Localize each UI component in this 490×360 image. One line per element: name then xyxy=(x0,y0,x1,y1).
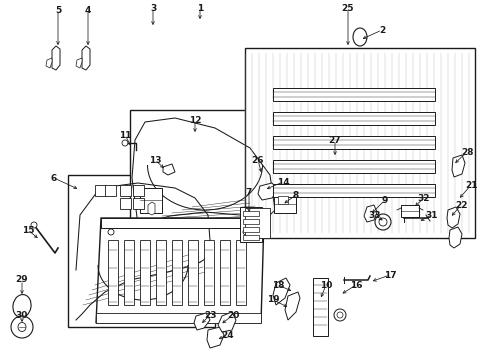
Bar xyxy=(240,207,262,242)
Bar xyxy=(313,278,328,336)
Bar xyxy=(130,110,340,230)
Polygon shape xyxy=(52,46,60,70)
Circle shape xyxy=(243,229,249,235)
Polygon shape xyxy=(452,155,465,177)
Text: 22: 22 xyxy=(455,201,467,210)
Bar xyxy=(120,198,131,209)
Circle shape xyxy=(379,218,387,226)
Text: 8: 8 xyxy=(293,190,299,199)
Bar xyxy=(273,112,435,125)
Polygon shape xyxy=(449,227,462,248)
Text: 6: 6 xyxy=(51,174,57,183)
Bar xyxy=(188,240,198,305)
Polygon shape xyxy=(76,58,82,68)
Bar xyxy=(172,240,182,305)
Circle shape xyxy=(375,214,391,230)
Text: 24: 24 xyxy=(221,330,234,339)
Text: 10: 10 xyxy=(320,280,332,289)
Text: 2: 2 xyxy=(379,26,385,35)
Polygon shape xyxy=(46,58,52,68)
Text: 19: 19 xyxy=(267,296,279,305)
Polygon shape xyxy=(285,292,300,320)
Bar xyxy=(95,185,106,196)
Bar xyxy=(243,235,259,240)
Text: 1: 1 xyxy=(197,4,203,13)
Circle shape xyxy=(337,312,343,318)
Text: 25: 25 xyxy=(342,4,354,13)
Bar xyxy=(243,219,259,224)
Circle shape xyxy=(11,316,33,338)
Text: 26: 26 xyxy=(252,156,264,165)
Bar xyxy=(273,160,435,173)
Bar xyxy=(124,240,134,305)
Bar xyxy=(245,208,270,238)
Text: 23: 23 xyxy=(204,310,216,320)
Polygon shape xyxy=(82,46,90,70)
Text: 17: 17 xyxy=(384,270,396,279)
Text: 12: 12 xyxy=(189,116,201,125)
Text: 5: 5 xyxy=(55,5,61,14)
Bar xyxy=(140,188,162,213)
Text: 33: 33 xyxy=(369,211,381,220)
Circle shape xyxy=(31,222,37,228)
Text: 28: 28 xyxy=(461,148,473,157)
Text: 14: 14 xyxy=(277,177,289,186)
Polygon shape xyxy=(194,313,210,330)
Ellipse shape xyxy=(13,294,31,318)
Text: 31: 31 xyxy=(426,211,438,220)
Bar xyxy=(108,240,118,305)
Text: 9: 9 xyxy=(382,195,388,204)
Text: 27: 27 xyxy=(329,135,342,144)
Bar xyxy=(245,48,475,238)
Bar xyxy=(273,184,435,197)
Text: 15: 15 xyxy=(22,225,34,234)
Polygon shape xyxy=(273,278,290,305)
Bar xyxy=(133,185,144,196)
Bar xyxy=(140,240,150,305)
Polygon shape xyxy=(96,218,264,323)
Text: 20: 20 xyxy=(227,310,239,320)
Polygon shape xyxy=(163,164,175,175)
Bar xyxy=(105,185,116,196)
Bar xyxy=(278,196,288,204)
Polygon shape xyxy=(148,202,155,215)
Text: 29: 29 xyxy=(16,275,28,284)
Text: 3: 3 xyxy=(150,4,156,13)
Text: 18: 18 xyxy=(272,280,284,289)
Text: 4: 4 xyxy=(85,5,91,14)
Bar xyxy=(96,313,261,323)
Bar xyxy=(101,218,264,228)
Bar xyxy=(243,211,259,216)
Text: 11: 11 xyxy=(119,131,131,140)
Bar xyxy=(236,240,246,305)
Bar xyxy=(204,240,214,305)
Ellipse shape xyxy=(353,28,367,46)
Bar xyxy=(220,240,230,305)
Bar xyxy=(273,88,435,101)
Bar xyxy=(133,198,144,209)
Bar xyxy=(156,240,166,305)
Text: 30: 30 xyxy=(16,310,28,320)
Bar xyxy=(401,205,419,217)
Polygon shape xyxy=(258,183,278,200)
Polygon shape xyxy=(364,205,377,222)
Polygon shape xyxy=(207,327,224,348)
Polygon shape xyxy=(218,312,236,332)
Circle shape xyxy=(108,229,114,235)
Bar xyxy=(273,136,435,149)
Bar xyxy=(68,175,215,327)
Text: 21: 21 xyxy=(465,180,477,189)
Text: 16: 16 xyxy=(350,280,362,289)
Ellipse shape xyxy=(18,323,26,332)
Circle shape xyxy=(122,140,128,146)
Bar xyxy=(274,196,296,213)
Polygon shape xyxy=(447,207,460,228)
Text: 13: 13 xyxy=(149,156,161,165)
Bar xyxy=(120,185,131,196)
Circle shape xyxy=(334,309,346,321)
Text: 32: 32 xyxy=(418,194,430,202)
Bar xyxy=(243,227,259,232)
Text: 7: 7 xyxy=(246,188,252,197)
